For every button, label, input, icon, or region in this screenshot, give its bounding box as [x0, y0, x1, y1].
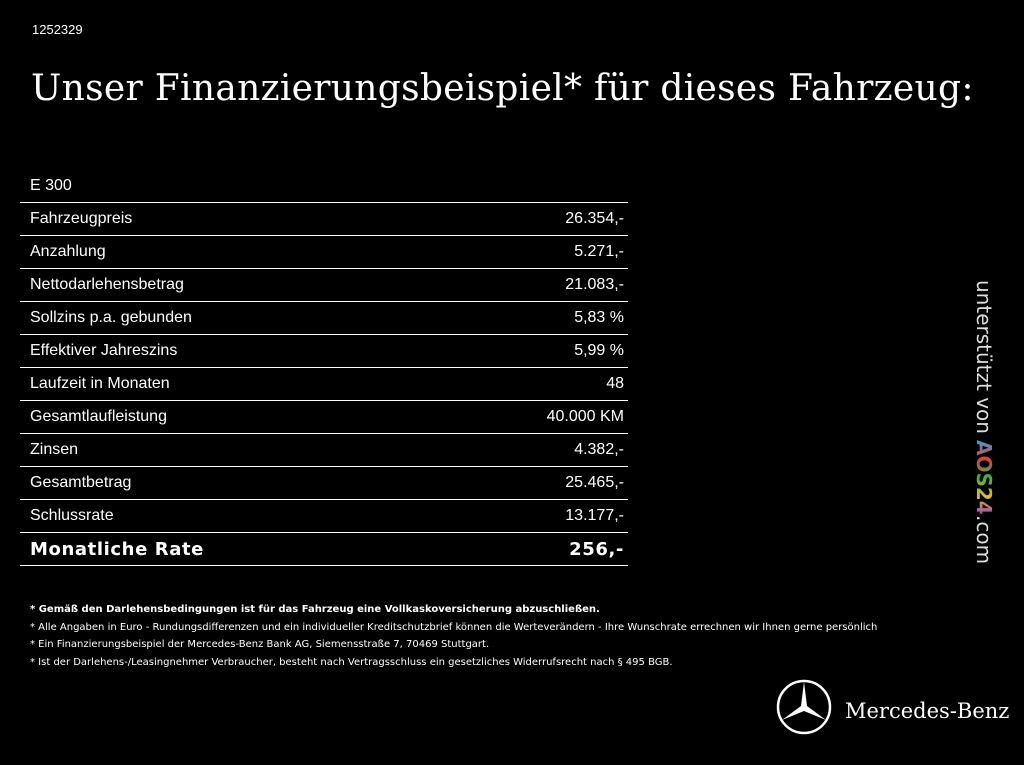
reference-number: 1252329 [32, 22, 83, 37]
footnote: * Ist der Darlehens-/Leasingnehmer Verbr… [30, 656, 673, 668]
side-note: unterstützt von AOS24.com [972, 280, 996, 564]
row-label: Gesamtlaufleistung [30, 408, 167, 425]
side-suffix: .com [972, 515, 996, 565]
table-row: Zinsen 4.382,- [20, 434, 628, 467]
table-row: Gesamtlaufleistung 40.000 KM [20, 401, 628, 434]
logo-star [776, 679, 832, 735]
row-value: 5,83 % [574, 309, 624, 326]
table-row: Effektiver Jahreszins 5,99 % [20, 335, 628, 368]
row-value: 13.177,- [565, 507, 624, 524]
row-label: Gesamtbetrag [30, 474, 132, 491]
table-row: Sollzins p.a. gebunden 5,83 % [20, 302, 628, 335]
table-row: Schlussrate 13.177,- [20, 500, 628, 533]
row-value: 25.465,- [565, 474, 624, 491]
row-value: 5.271,- [574, 243, 624, 260]
row-value: 21.083,- [565, 276, 624, 293]
table-row: Laufzeit in Monaten 48 [20, 368, 628, 401]
row-label: Sollzins p.a. gebunden [30, 309, 192, 326]
row-value: 256,- [569, 538, 624, 560]
heading-text: E 300 [30, 177, 72, 194]
row-label: Monatliche Rate [30, 538, 204, 560]
table-row: Fahrzeugpreis 26.354,- [20, 203, 628, 236]
footnote: * Ein Finanzierungsbeispiel der Mercedes… [30, 639, 490, 650]
logo-text: Mercedes-Benz [845, 699, 1010, 723]
row-value: 48 [606, 375, 624, 392]
row-label: Anzahlung [30, 243, 106, 260]
row-label: Zinsen [30, 441, 79, 458]
table-row: Gesamtbetrag 25.465,- [20, 467, 628, 500]
row-label: Nettodarlehensbetrag [30, 276, 184, 293]
table-heading: E 300 [20, 170, 628, 203]
footnote: * Gemäß den Darlehensbedingungen ist für… [30, 604, 600, 615]
side-prefix: unterstützt von [972, 280, 996, 434]
title: Unser Finanzierungsbeispiel* für dieses … [31, 68, 974, 109]
row-label: Schlussrate [30, 507, 114, 524]
row-value: 5,99 % [574, 342, 624, 359]
footnote: * Alle Angaben in Euro - Rundungsdiffere… [30, 621, 878, 633]
row-label: Fahrzeugpreis [30, 210, 133, 227]
row-label: Laufzeit in Monaten [30, 375, 170, 392]
table-row: Anzahlung 5.271,- [20, 236, 628, 269]
footnotes: * Gemäß den Darlehensbedingungen ist für… [30, 601, 877, 671]
table-row: Nettodarlehensbetrag 21.083,- [20, 269, 628, 302]
side-brand: AOS24 [972, 440, 996, 516]
finance-table: E 300 Fahrzeugpreis 26.354,- Anzahlung 5.27… [20, 170, 628, 566]
row-value: 40.000 KM [546, 408, 624, 425]
row-value: 26.354,- [565, 210, 624, 227]
row-value: 4.382,- [574, 441, 624, 458]
table-row: Monatliche Rate 256,- [20, 533, 628, 566]
row-label: Effektiver Jahreszins [30, 342, 178, 359]
